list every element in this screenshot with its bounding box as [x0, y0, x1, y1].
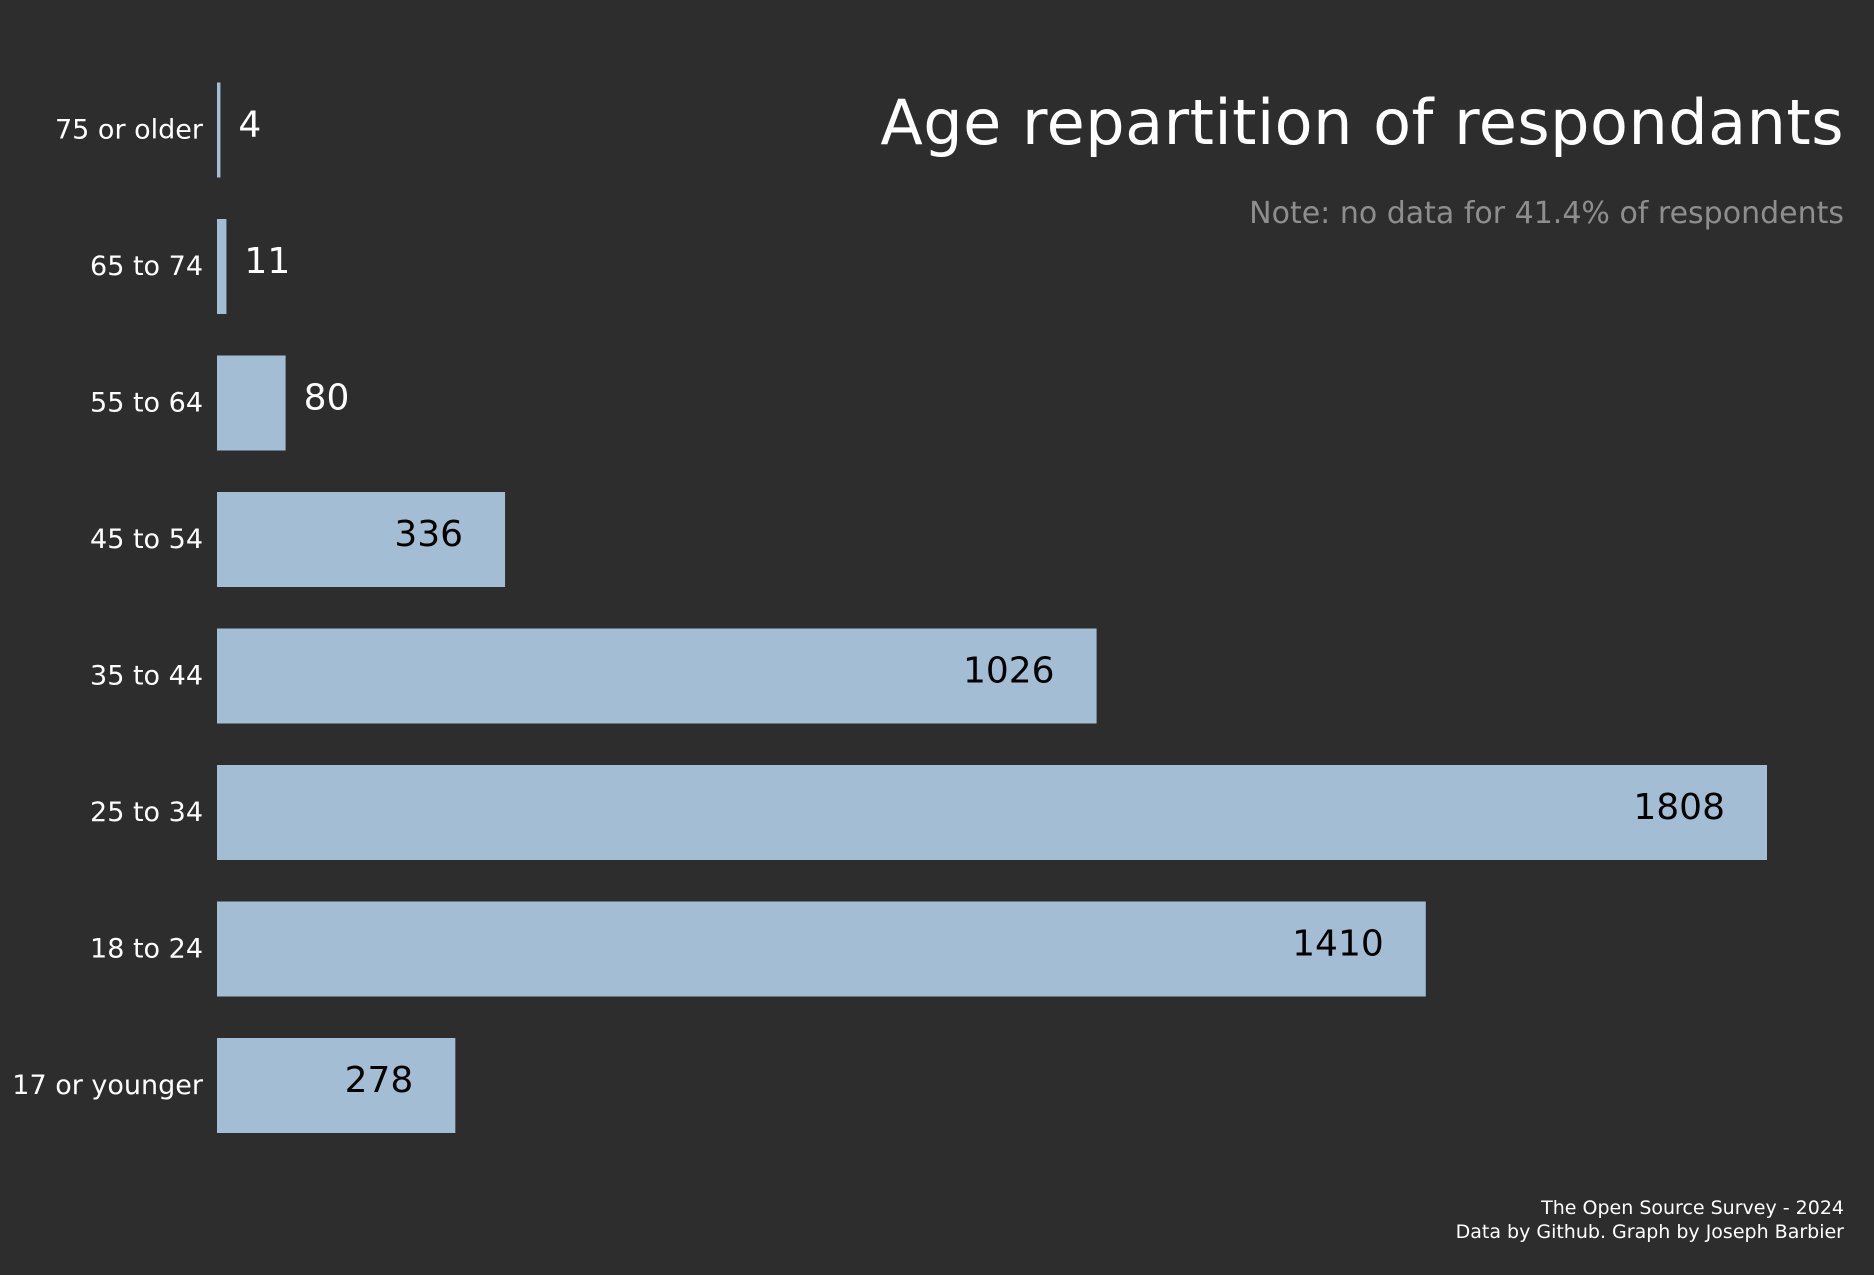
category-label: 55 to 64 [90, 388, 203, 419]
footer-credits: Data by Github. Graph by Joseph Barbier [1455, 1221, 1844, 1243]
value-label: 11 [244, 241, 290, 282]
bar-75-or-older [217, 82, 221, 178]
bar-18-to-24 [217, 901, 1426, 997]
bar-45-to-54 [217, 492, 506, 587]
value-label: 80 [304, 378, 350, 419]
bar-55-to-64 [217, 355, 286, 451]
category-label: 25 to 34 [90, 797, 203, 828]
value-label: 4 [238, 105, 261, 146]
category-label: 45 to 54 [90, 524, 203, 555]
footer-source: The Open Source Survey - 2024 [1541, 1197, 1844, 1219]
chart-subtitle: Note: no data for 41.4% of respondents [1249, 196, 1844, 231]
chart-footer: The Open Source Survey - 2024 Data by Gi… [1456, 1196, 1844, 1244]
category-label: 17 or younger [12, 1070, 204, 1101]
bar-65-to-74 [217, 219, 227, 314]
bar-17-or-younger [217, 1038, 456, 1133]
category-label: 75 or older [55, 115, 204, 146]
value-label: 336 [394, 514, 463, 555]
bar-25-to-34 [217, 765, 1767, 860]
bar-35-to-44 [217, 628, 1097, 724]
value-label: 278 [345, 1060, 414, 1101]
category-label: 18 to 24 [90, 934, 203, 965]
category-label: 35 to 44 [90, 661, 203, 692]
value-label: 1808 [1633, 787, 1725, 828]
category-label: 65 to 74 [90, 251, 203, 282]
value-label: 1026 [963, 651, 1055, 692]
chart-title: Age repartition of respondants [880, 86, 1844, 159]
value-label: 1410 [1292, 924, 1384, 965]
